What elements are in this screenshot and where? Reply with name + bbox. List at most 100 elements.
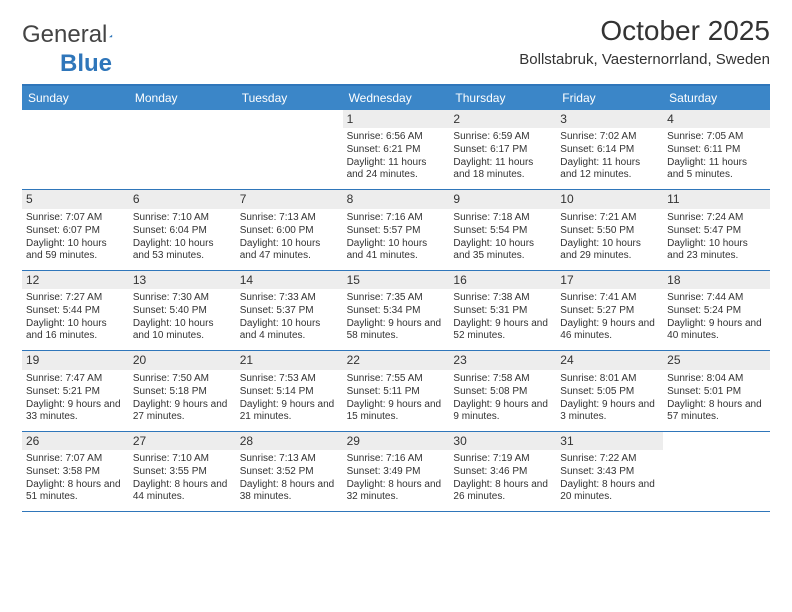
daylight-text: Daylight: 9 hours and 52 minutes. (453, 318, 552, 342)
sunset-text: Sunset: 6:07 PM (26, 225, 125, 237)
day-number: 19 (22, 351, 129, 369)
day-cell: 22Sunrise: 7:55 AMSunset: 5:11 PMDayligh… (343, 351, 450, 430)
day-number: 13 (129, 271, 236, 289)
day-number: 14 (236, 271, 343, 289)
day-cell: 10Sunrise: 7:21 AMSunset: 5:50 PMDayligh… (556, 190, 663, 269)
sunrise-text: Sunrise: 8:04 AM (667, 373, 766, 385)
day-header-cell: Saturday (663, 86, 770, 110)
sunrise-text: Sunrise: 7:27 AM (26, 292, 125, 304)
sunrise-text: Sunrise: 7:16 AM (347, 212, 446, 224)
month-title: October 2025 (519, 15, 770, 47)
sunrise-text: Sunrise: 7:07 AM (26, 212, 125, 224)
day-cell (22, 110, 129, 189)
day-number: 12 (22, 271, 129, 289)
daylight-text: Daylight: 10 hours and 41 minutes. (347, 238, 446, 262)
day-cell (236, 110, 343, 189)
day-cell: 19Sunrise: 7:47 AMSunset: 5:21 PMDayligh… (22, 351, 129, 430)
daylight-text: Daylight: 10 hours and 23 minutes. (667, 238, 766, 262)
day-header-cell: Friday (556, 86, 663, 110)
logo-text-1: General (22, 21, 107, 49)
day-cell: 4Sunrise: 7:05 AMSunset: 6:11 PMDaylight… (663, 110, 770, 189)
day-number: 11 (663, 190, 770, 208)
day-cell: 20Sunrise: 7:50 AMSunset: 5:18 PMDayligh… (129, 351, 236, 430)
day-number: 26 (22, 432, 129, 450)
sunset-text: Sunset: 5:37 PM (240, 305, 339, 317)
week-row: 5Sunrise: 7:07 AMSunset: 6:07 PMDaylight… (22, 190, 770, 270)
sunrise-text: Sunrise: 7:13 AM (240, 212, 339, 224)
daylight-text: Daylight: 9 hours and 58 minutes. (347, 318, 446, 342)
day-number: 22 (343, 351, 450, 369)
day-number: 1 (343, 110, 450, 128)
daylight-text: Daylight: 9 hours and 9 minutes. (453, 399, 552, 423)
daylight-text: Daylight: 8 hours and 38 minutes. (240, 479, 339, 503)
sunrise-text: Sunrise: 7:30 AM (133, 292, 232, 304)
day-number: 23 (449, 351, 556, 369)
daylight-text: Daylight: 8 hours and 51 minutes. (26, 479, 125, 503)
sunset-text: Sunset: 6:14 PM (560, 144, 659, 156)
sunrise-text: Sunrise: 7:13 AM (240, 453, 339, 465)
day-number: 16 (449, 271, 556, 289)
sunrise-text: Sunrise: 7:58 AM (453, 373, 552, 385)
day-cell: 14Sunrise: 7:33 AMSunset: 5:37 PMDayligh… (236, 271, 343, 350)
daylight-text: Daylight: 9 hours and 27 minutes. (133, 399, 232, 423)
sunrise-text: Sunrise: 7:47 AM (26, 373, 125, 385)
day-number: 24 (556, 351, 663, 369)
daylight-text: Daylight: 11 hours and 24 minutes. (347, 157, 446, 181)
sunset-text: Sunset: 6:00 PM (240, 225, 339, 237)
sunrise-text: Sunrise: 7:05 AM (667, 131, 766, 143)
day-number: 8 (343, 190, 450, 208)
daylight-text: Daylight: 10 hours and 59 minutes. (26, 238, 125, 262)
sunset-text: Sunset: 5:18 PM (133, 386, 232, 398)
sunset-text: Sunset: 5:01 PM (667, 386, 766, 398)
day-cell: 18Sunrise: 7:44 AMSunset: 5:24 PMDayligh… (663, 271, 770, 350)
day-number: 9 (449, 190, 556, 208)
sunset-text: Sunset: 5:57 PM (347, 225, 446, 237)
daylight-text: Daylight: 11 hours and 18 minutes. (453, 157, 552, 181)
daylight-text: Daylight: 9 hours and 46 minutes. (560, 318, 659, 342)
sunset-text: Sunset: 5:21 PM (26, 386, 125, 398)
sunrise-text: Sunrise: 7:38 AM (453, 292, 552, 304)
sunrise-text: Sunrise: 7:50 AM (133, 373, 232, 385)
day-cell: 26Sunrise: 7:07 AMSunset: 3:58 PMDayligh… (22, 432, 129, 511)
daylight-text: Daylight: 10 hours and 35 minutes. (453, 238, 552, 262)
sunset-text: Sunset: 3:49 PM (347, 466, 446, 478)
daylight-text: Daylight: 11 hours and 12 minutes. (560, 157, 659, 181)
sunrise-text: Sunrise: 7:24 AM (667, 212, 766, 224)
week-row: 1Sunrise: 6:56 AMSunset: 6:21 PMDaylight… (22, 110, 770, 190)
sunrise-text: Sunrise: 7:35 AM (347, 292, 446, 304)
daylight-text: Daylight: 8 hours and 44 minutes. (133, 479, 232, 503)
day-cell: 9Sunrise: 7:18 AMSunset: 5:54 PMDaylight… (449, 190, 556, 269)
day-number: 4 (663, 110, 770, 128)
day-number: 29 (343, 432, 450, 450)
sunset-text: Sunset: 3:55 PM (133, 466, 232, 478)
day-header-cell: Wednesday (343, 86, 450, 110)
sunset-text: Sunset: 5:40 PM (133, 305, 232, 317)
sunrise-text: Sunrise: 7:53 AM (240, 373, 339, 385)
day-cell: 25Sunrise: 8:04 AMSunset: 5:01 PMDayligh… (663, 351, 770, 430)
daylight-text: Daylight: 11 hours and 5 minutes. (667, 157, 766, 181)
day-cell: 28Sunrise: 7:13 AMSunset: 3:52 PMDayligh… (236, 432, 343, 511)
sunset-text: Sunset: 5:11 PM (347, 386, 446, 398)
day-cell: 11 Sunrise: 7:24 AMSunset: 5:47 PMDayligh… (663, 190, 770, 269)
day-header-cell: Sunday (22, 86, 129, 110)
sunset-text: Sunset: 5:54 PM (453, 225, 552, 237)
sunrise-text: Sunrise: 6:56 AM (347, 131, 446, 143)
week-row: 12Sunrise: 7:27 AMSunset: 5:44 PMDayligh… (22, 271, 770, 351)
week-row: 19 Sunrise: 7:47 AMSunset: 5:21 PM Dayligh… (22, 351, 770, 431)
sunrise-text: Sunrise: 7:55 AM (347, 373, 446, 385)
sunset-text: Sunset: 5:47 PM (667, 225, 766, 237)
sunset-text: Sunset: 5:31 PM (453, 305, 552, 317)
sunset-text: Sunset: 3:46 PM (453, 466, 552, 478)
daylight-text: Daylight: 10 hours and 4 minutes. (240, 318, 339, 342)
day-number: 6 (129, 190, 236, 208)
day-number: 2 (449, 110, 556, 128)
sunrise-text: Sunrise: 7:21 AM (560, 212, 659, 224)
sunrise-text: Sunrise: 7:07 AM (26, 453, 125, 465)
sunset-text: Sunset: 5:24 PM (667, 305, 766, 317)
daylight-text: Daylight: 9 hours and 40 minutes. (667, 318, 766, 342)
logo: General (22, 21, 129, 49)
sunrise-text: Sunrise: 7:41 AM (560, 292, 659, 304)
day-cell: 8 Sunrise: 7:16 AMSunset: 5:57 PMDaylight… (343, 190, 450, 269)
sunrise-text: Sunrise: 7:10 AM (133, 453, 232, 465)
day-cell (129, 110, 236, 189)
